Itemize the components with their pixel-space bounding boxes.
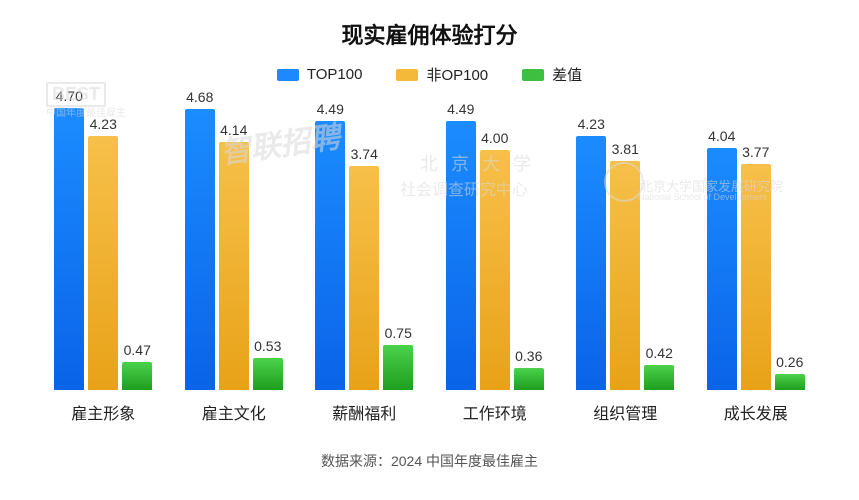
legend-label-2: 差值	[552, 64, 582, 85]
legend-swatch-2	[522, 69, 544, 81]
bar-s0: 4.70	[54, 108, 84, 390]
bar-s0: 4.04	[707, 148, 737, 390]
bar-value-label: 3.74	[351, 146, 378, 162]
category-label: 工作环境	[463, 400, 527, 424]
bar-s1: 4.23	[88, 136, 118, 390]
bar-value-label: 4.49	[317, 101, 344, 117]
bar-value-label: 4.68	[186, 89, 213, 105]
legend-item-diff: 差值	[522, 64, 582, 85]
bar-group: 4.233.810.42组织管理	[560, 90, 691, 424]
bar-group: 4.493.740.75薪酬福利	[299, 90, 430, 424]
bar-s0: 4.68	[185, 109, 215, 390]
bar-group: 4.684.140.53雇主文化	[169, 90, 300, 424]
bar-value-label: 0.47	[124, 342, 151, 358]
bar-value-label: 0.36	[515, 348, 542, 364]
bar-group: 4.043.770.26成长发展	[691, 90, 822, 424]
bar-s1: 3.77	[741, 164, 771, 390]
bar-s2: 0.75	[383, 345, 413, 390]
legend-swatch-0	[277, 69, 299, 81]
bar-s2: 0.53	[253, 358, 283, 390]
bar-s2: 0.26	[775, 374, 805, 390]
legend: TOP100 非OP100 差值	[30, 64, 829, 85]
bar-value-label: 3.81	[612, 141, 639, 157]
category-label: 雇主文化	[202, 400, 266, 424]
bar-value-label: 0.42	[646, 345, 673, 361]
bar-value-label: 4.00	[481, 130, 508, 146]
bar-value-label: 4.04	[708, 128, 735, 144]
legend-swatch-1	[396, 69, 418, 81]
chart-title: 现实雇佣体验打分	[30, 18, 829, 50]
bar-value-label: 3.77	[742, 144, 769, 160]
legend-label-0: TOP100	[307, 66, 363, 83]
bar-value-label: 4.23	[90, 116, 117, 132]
bar-value-label: 0.26	[776, 354, 803, 370]
legend-label-1: 非OP100	[426, 64, 488, 85]
bar-s1: 3.74	[349, 166, 379, 390]
bar-s0: 4.49	[446, 121, 476, 390]
legend-item-nontop100: 非OP100	[396, 64, 488, 85]
legend-item-top100: TOP100	[277, 66, 363, 83]
bar-value-label: 0.53	[254, 338, 281, 354]
bar-group: 4.704.230.47雇主形象	[38, 90, 169, 424]
bar-value-label: 0.75	[385, 325, 412, 341]
category-label: 组织管理	[593, 400, 657, 424]
bar-s0: 4.49	[315, 121, 345, 390]
bar-s1: 3.81	[610, 161, 640, 390]
category-label: 成长发展	[724, 400, 788, 424]
bar-s2: 0.36	[514, 368, 544, 390]
bar-value-label: 4.49	[447, 101, 474, 117]
bar-group: 4.494.000.36工作环境	[430, 90, 561, 424]
bar-value-label: 4.23	[578, 116, 605, 132]
bar-s1: 4.14	[219, 142, 249, 390]
chart-container: 现实雇佣体验打分 TOP100 非OP100 差值 4.704.230.47雇主…	[0, 0, 859, 500]
bar-value-label: 4.14	[220, 122, 247, 138]
bar-s2: 0.47	[122, 362, 152, 390]
plot-area: 4.704.230.47雇主形象4.684.140.53雇主文化4.493.74…	[30, 95, 829, 425]
bar-value-label: 4.70	[56, 88, 83, 104]
bar-s1: 4.00	[480, 150, 510, 390]
bar-s0: 4.23	[576, 136, 606, 390]
source-text: 数据来源：2024 中国年度最佳雇主	[30, 451, 829, 471]
category-label: 薪酬福利	[332, 400, 396, 424]
category-label: 雇主形象	[71, 400, 135, 424]
bar-s2: 0.42	[644, 365, 674, 390]
